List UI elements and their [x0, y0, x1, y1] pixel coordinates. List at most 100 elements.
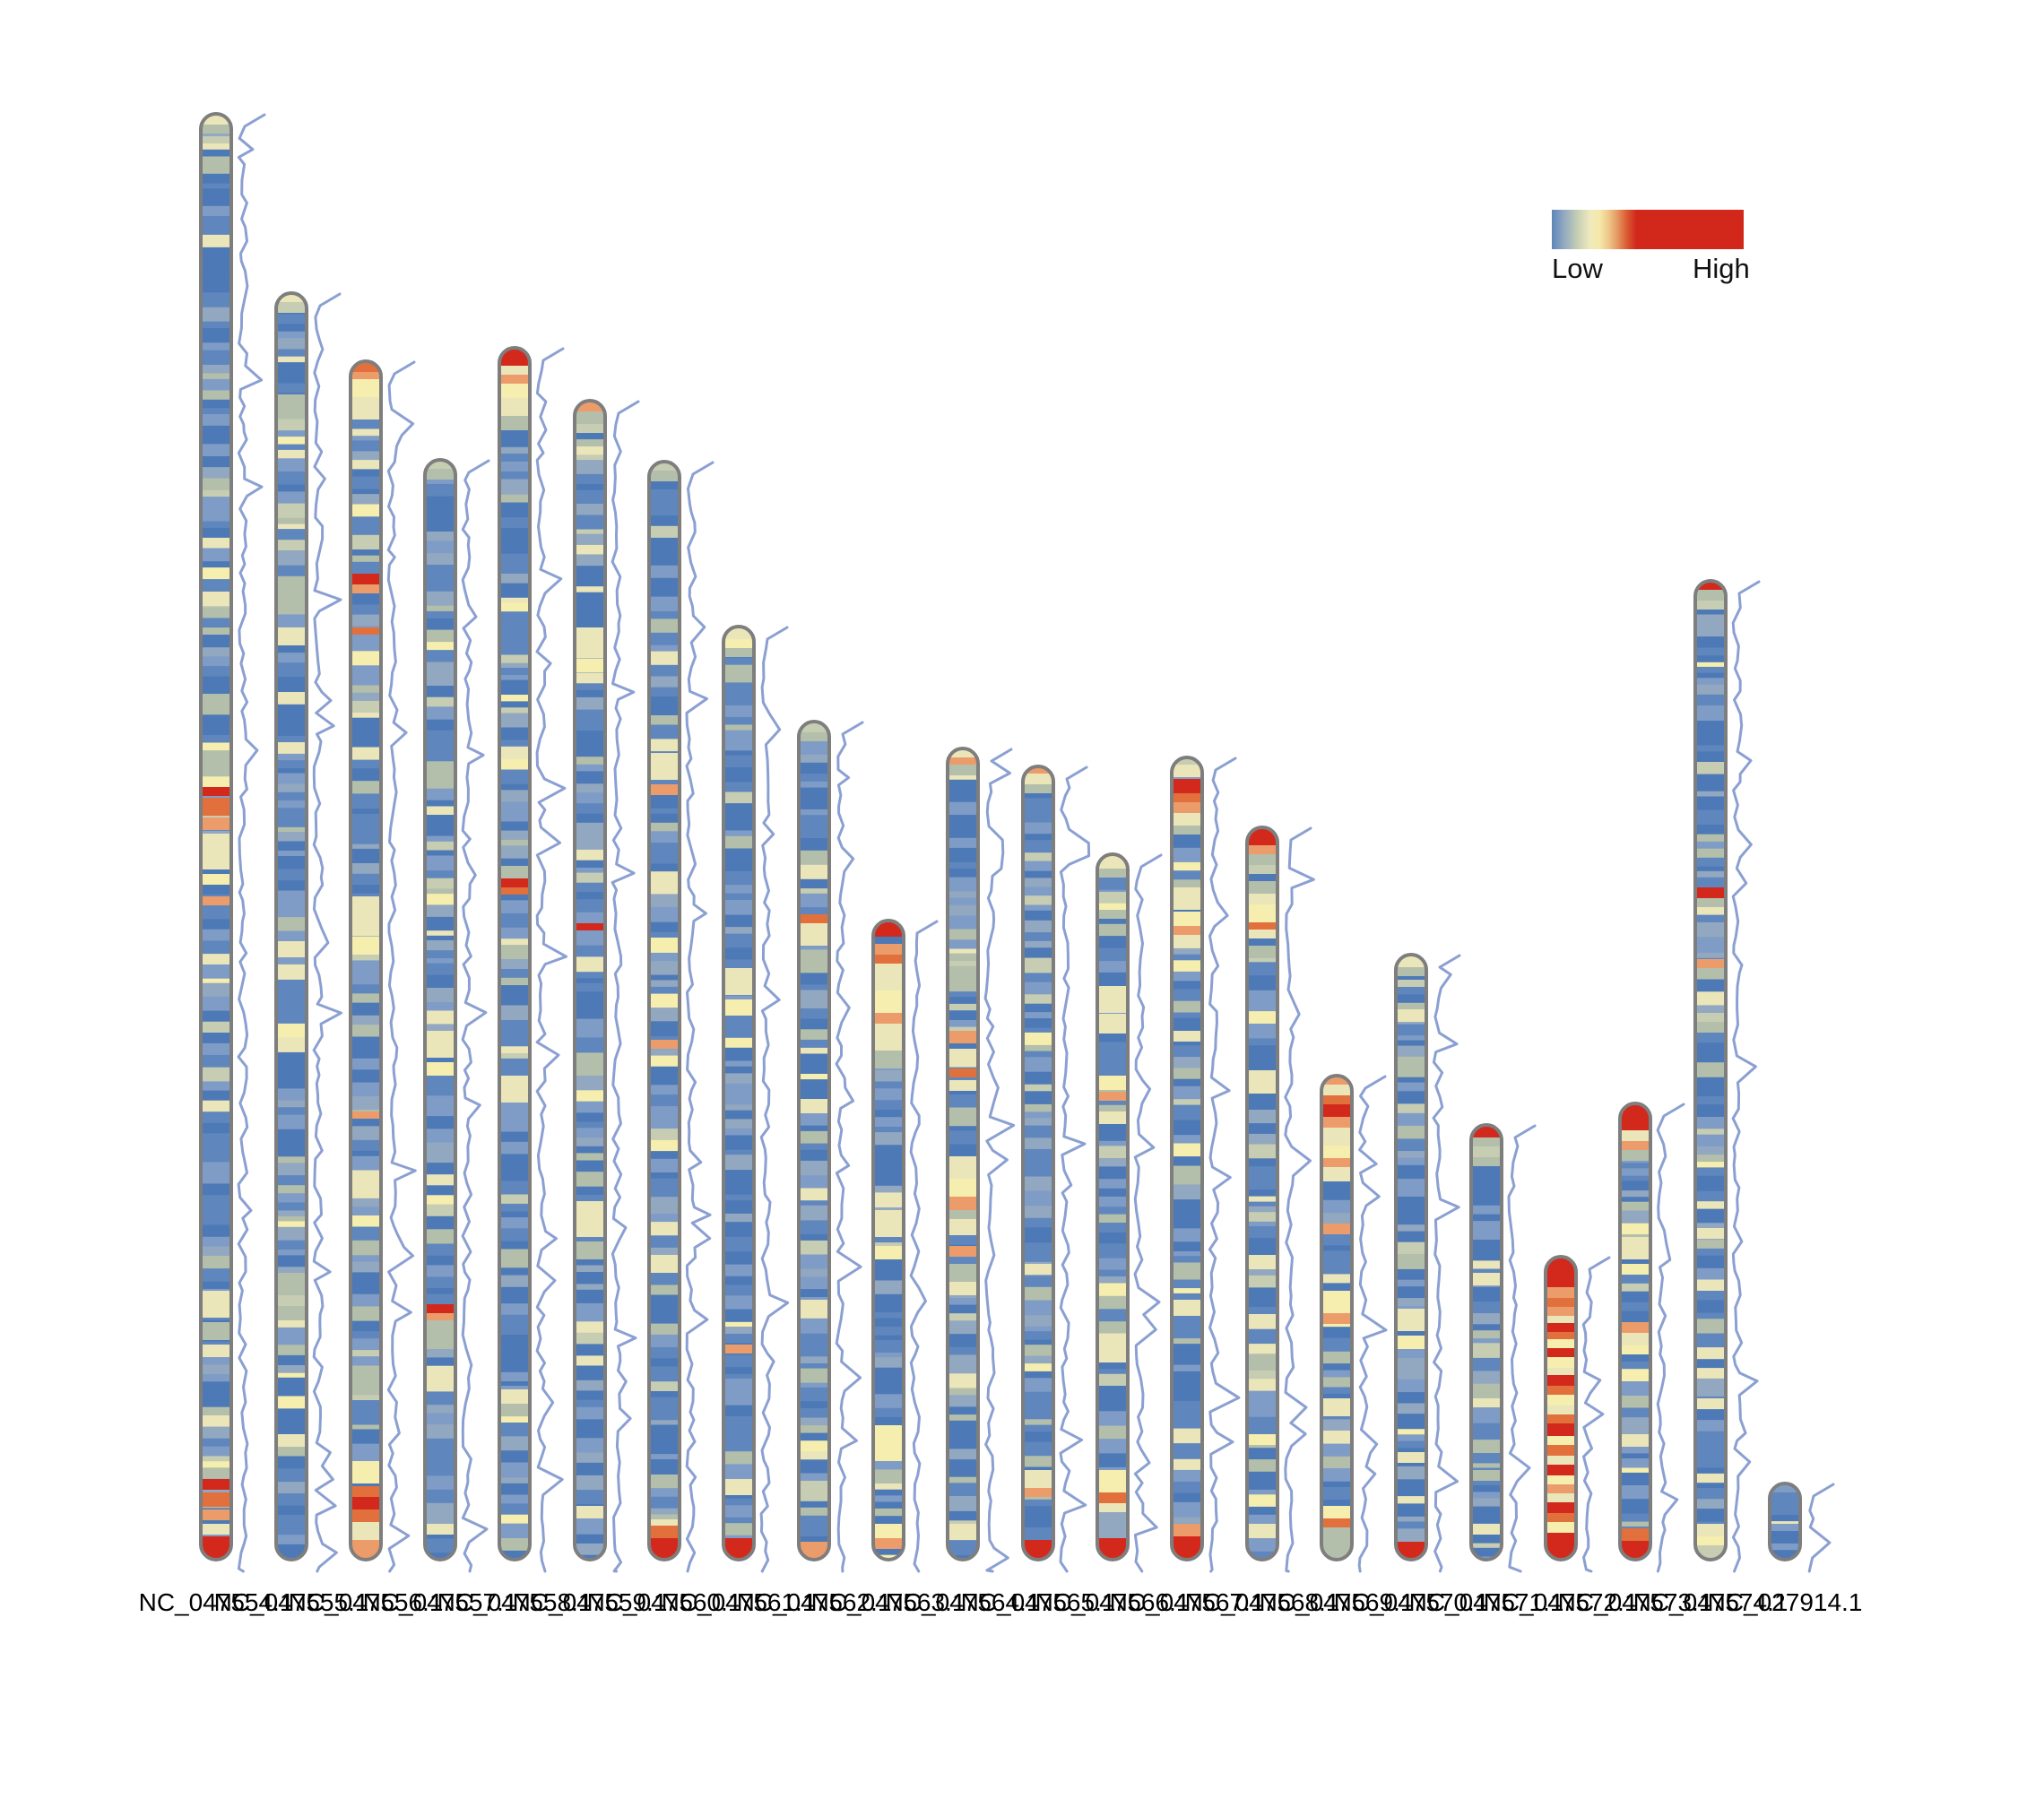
density-band-feature: [1546, 1513, 1576, 1522]
density-band: [1695, 1368, 1726, 1380]
density-band: [948, 891, 978, 899]
density-band: [1620, 1369, 1650, 1382]
density-line: [1581, 1256, 1611, 1573]
density-band: [948, 1298, 978, 1306]
density-band: [723, 1110, 754, 1120]
density-band: [873, 1335, 904, 1341]
density-band: [1247, 1287, 1278, 1300]
density-band: [649, 822, 680, 832]
density-band: [499, 1550, 530, 1560]
density-band: [649, 1508, 680, 1515]
density-band-feature: [723, 1479, 754, 1495]
density-band: [1247, 1364, 1278, 1371]
density-band: [799, 1425, 829, 1434]
density-band: [1247, 1144, 1278, 1159]
density-band: [499, 1275, 530, 1282]
density-band: [649, 1008, 680, 1022]
density-band: [201, 929, 231, 941]
density-band: [1097, 1369, 1128, 1375]
density-band: [1172, 1313, 1202, 1328]
density-band: [575, 1076, 605, 1091]
density-band: [351, 665, 381, 672]
density-band: [723, 1405, 754, 1412]
density-band: [723, 819, 754, 832]
density-band: [201, 1122, 231, 1134]
density-band: [799, 1394, 829, 1402]
density-band: [649, 724, 680, 739]
density-band: [1396, 1091, 1426, 1098]
density-band: [873, 1280, 904, 1295]
density-band: [575, 473, 605, 485]
density-band: [649, 938, 680, 954]
density-band: [948, 826, 978, 839]
density-band: [1023, 1227, 1053, 1237]
density-band: [948, 1449, 978, 1460]
density-band: [1396, 1164, 1426, 1180]
density-band-feature: [948, 1031, 978, 1043]
density-band: [425, 553, 455, 566]
density-band: [276, 419, 307, 431]
density-band: [201, 444, 231, 457]
density-band-feature: [948, 757, 978, 765]
density-band-feature: [799, 1542, 829, 1560]
density-band: [425, 963, 455, 970]
density-band: [1172, 947, 1202, 956]
density-band: [499, 783, 530, 791]
density-band: [499, 1416, 530, 1423]
density-band: [723, 859, 754, 872]
density-band: [351, 1350, 381, 1357]
density-band: [1695, 870, 1726, 878]
density-band: [351, 1443, 381, 1459]
density-band: [723, 767, 754, 783]
density-band: [1770, 1550, 1800, 1560]
density-band: [425, 815, 455, 826]
density-band-feature: [948, 1197, 978, 1210]
density-band: [723, 1284, 754, 1296]
density-band: [499, 1249, 530, 1260]
density-band: [1471, 1433, 1502, 1440]
density-band-feature: [723, 639, 754, 648]
density-band-feature: [1247, 1255, 1278, 1269]
density-band-feature: [948, 1179, 978, 1197]
density-band: [723, 1523, 754, 1536]
density-band: [1247, 1551, 1278, 1560]
density-band: [1770, 1543, 1800, 1551]
density-band: [1695, 866, 1726, 872]
density-band-feature: [1695, 1013, 1726, 1022]
chromosome-NC_047567.1: NC_047567.1: [1110, 756, 1264, 1616]
density-band-feature: [948, 1049, 978, 1067]
density-band: [723, 848, 754, 861]
density-band-feature: [575, 1241, 605, 1259]
heatmap-bands: [1695, 581, 1726, 1560]
density-band: [499, 639, 530, 656]
density-band: [575, 1101, 605, 1113]
density-band: [351, 828, 381, 845]
density-band: [351, 1338, 381, 1351]
density-band: [425, 1293, 455, 1306]
density-band-feature: [351, 584, 381, 593]
density-band: [276, 517, 307, 525]
density-band: [499, 433, 530, 448]
density-band: [499, 479, 530, 490]
density-band-feature: [1247, 874, 1278, 881]
density-band: [1695, 1077, 1726, 1089]
density-band: [649, 993, 680, 1008]
density-band: [499, 1494, 530, 1504]
density-band: [1172, 1344, 1202, 1351]
density-band: [1172, 1057, 1202, 1069]
density-band: [1321, 1262, 1352, 1275]
density-band: [1172, 1458, 1202, 1471]
density-band: [1396, 1440, 1426, 1449]
density-band: [1695, 672, 1726, 679]
density-band: [723, 1135, 754, 1143]
density-band-feature: [948, 1246, 978, 1257]
density-band: [1023, 1371, 1053, 1379]
density-band: [201, 1281, 231, 1290]
density-band: [276, 662, 307, 678]
density-band: [575, 696, 605, 711]
density-band: [799, 1289, 829, 1298]
density-band: [1695, 946, 1726, 954]
density-band: [873, 1127, 904, 1133]
density-band: [649, 1424, 680, 1435]
density-band: [1396, 1392, 1426, 1405]
